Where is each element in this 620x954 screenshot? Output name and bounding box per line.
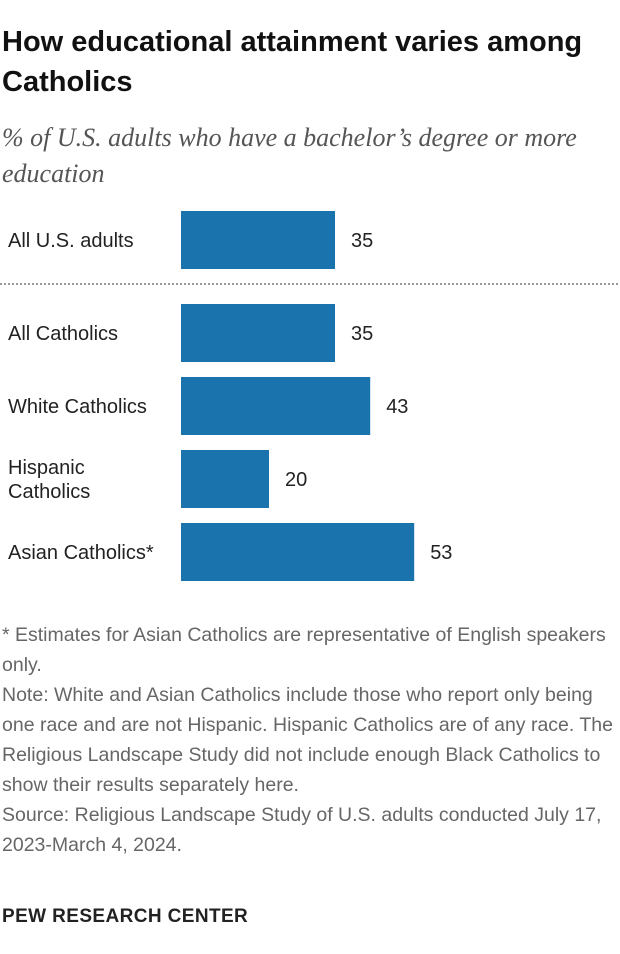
- methodology-note: Note: White and Asian Catholics include …: [2, 684, 613, 796]
- brand-logo-text: PEW RESEARCH CENTER: [2, 906, 249, 927]
- value-label: 43: [386, 396, 408, 418]
- category-label: White Catholics: [8, 396, 147, 418]
- asterisk-note: * Estimates for Asian Catholics are repr…: [2, 624, 606, 676]
- bar-all-catholics: [181, 304, 335, 362]
- bar-hispanic-catholics: [181, 450, 269, 508]
- chart-subtitle: % of U.S. adults who have a bachelor’s d…: [2, 123, 577, 188]
- category-label: All Catholics: [8, 323, 118, 345]
- chart-notes: * Estimates for Asian Catholics are repr…: [2, 620, 616, 860]
- bar-white-catholics: [181, 377, 371, 435]
- bar-all-u-s-adults: [181, 211, 335, 269]
- category-label: Asian Catholics*: [8, 542, 154, 564]
- value-label: 20: [285, 469, 307, 491]
- category-label: Hispanic Catholics: [8, 457, 90, 503]
- value-label: 35: [351, 230, 373, 252]
- chart-title: How educational attainment varies among …: [2, 26, 583, 98]
- value-label: 35: [351, 323, 373, 345]
- bar-asian-catholics: [181, 523, 415, 581]
- category-label: All U.S. adults: [8, 230, 134, 252]
- source-note: Source: Religious Landscape Study of U.S…: [2, 804, 602, 856]
- value-label: 53: [430, 542, 452, 564]
- bar-chart: All U.S. adults 35 All Catholics 35 White Ca…: [0, 211, 620, 581]
